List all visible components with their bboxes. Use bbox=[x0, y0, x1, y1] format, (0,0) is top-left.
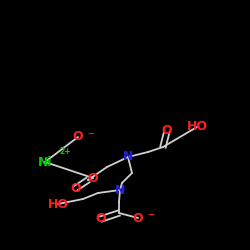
Text: Ni: Ni bbox=[38, 156, 52, 168]
Text: O: O bbox=[133, 212, 143, 224]
Text: O: O bbox=[88, 172, 98, 184]
Text: HO: HO bbox=[48, 198, 68, 210]
Text: N: N bbox=[123, 150, 133, 164]
Text: −: − bbox=[148, 210, 154, 220]
Text: N: N bbox=[115, 184, 125, 196]
Text: O: O bbox=[71, 182, 81, 194]
Text: HO: HO bbox=[186, 120, 208, 134]
Text: −: − bbox=[88, 130, 94, 138]
Text: 2+: 2+ bbox=[60, 147, 71, 156]
Text: O: O bbox=[73, 130, 83, 143]
Text: O: O bbox=[162, 124, 172, 138]
Text: O: O bbox=[96, 212, 106, 226]
